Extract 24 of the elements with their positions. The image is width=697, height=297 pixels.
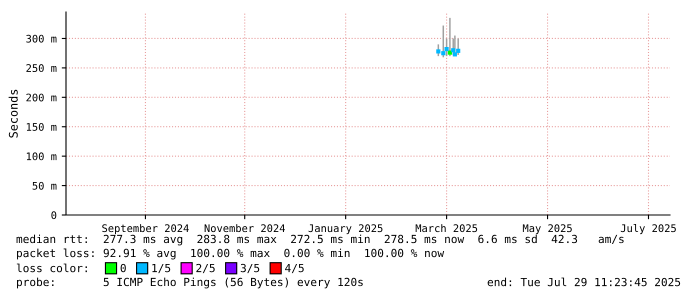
y-tick-label: 250 m — [26, 64, 56, 72]
x-tick-label: September 2024 — [102, 224, 189, 234]
legend-title: loss color: — [16, 264, 87, 272]
x-tick-label: January 2025 — [308, 224, 382, 234]
legend-label: 1/5 — [152, 264, 170, 274]
legend-label: 4/5 — [285, 264, 304, 274]
y-tick-label: 100 m — [26, 152, 56, 160]
legend-label: 3/5 — [240, 264, 260, 274]
y-tick-label: 150 m — [26, 122, 56, 131]
y-tick-label: 50 m — [32, 182, 56, 190]
text: median rtt: 277.3 ms avg 283.8 ms max 272.5 ms min 278.5 ms now 6.6 ms sd 42.3 am/s — [16, 234, 624, 246]
text: end: Tue Jul 29 11:23:45 2025 — [488, 278, 680, 286]
x-tick-label: May 2025 — [522, 224, 572, 234]
x-tick-label: November 2024 — [204, 224, 285, 232]
text: probe: 5 ICMP Echo Pings (56 Bytes) every 120s — [17, 278, 363, 288]
legend-label: 0 — [120, 264, 126, 272]
text: packet loss: 92.91 % avg 100.00 % max 0.00 % min 100.00 % now — [17, 248, 444, 260]
y-tick-label: 300 m — [26, 34, 56, 43]
y-axis-title: Seconds — [8, 90, 18, 138]
y-tick-label: 0 — [51, 211, 56, 220]
legend-label: 2/5 — [196, 264, 215, 274]
x-tick-label: March 2025 — [416, 224, 478, 232]
x-tick-label: July 2025 — [620, 224, 676, 234]
y-tick-label: 200 m — [26, 94, 56, 102]
